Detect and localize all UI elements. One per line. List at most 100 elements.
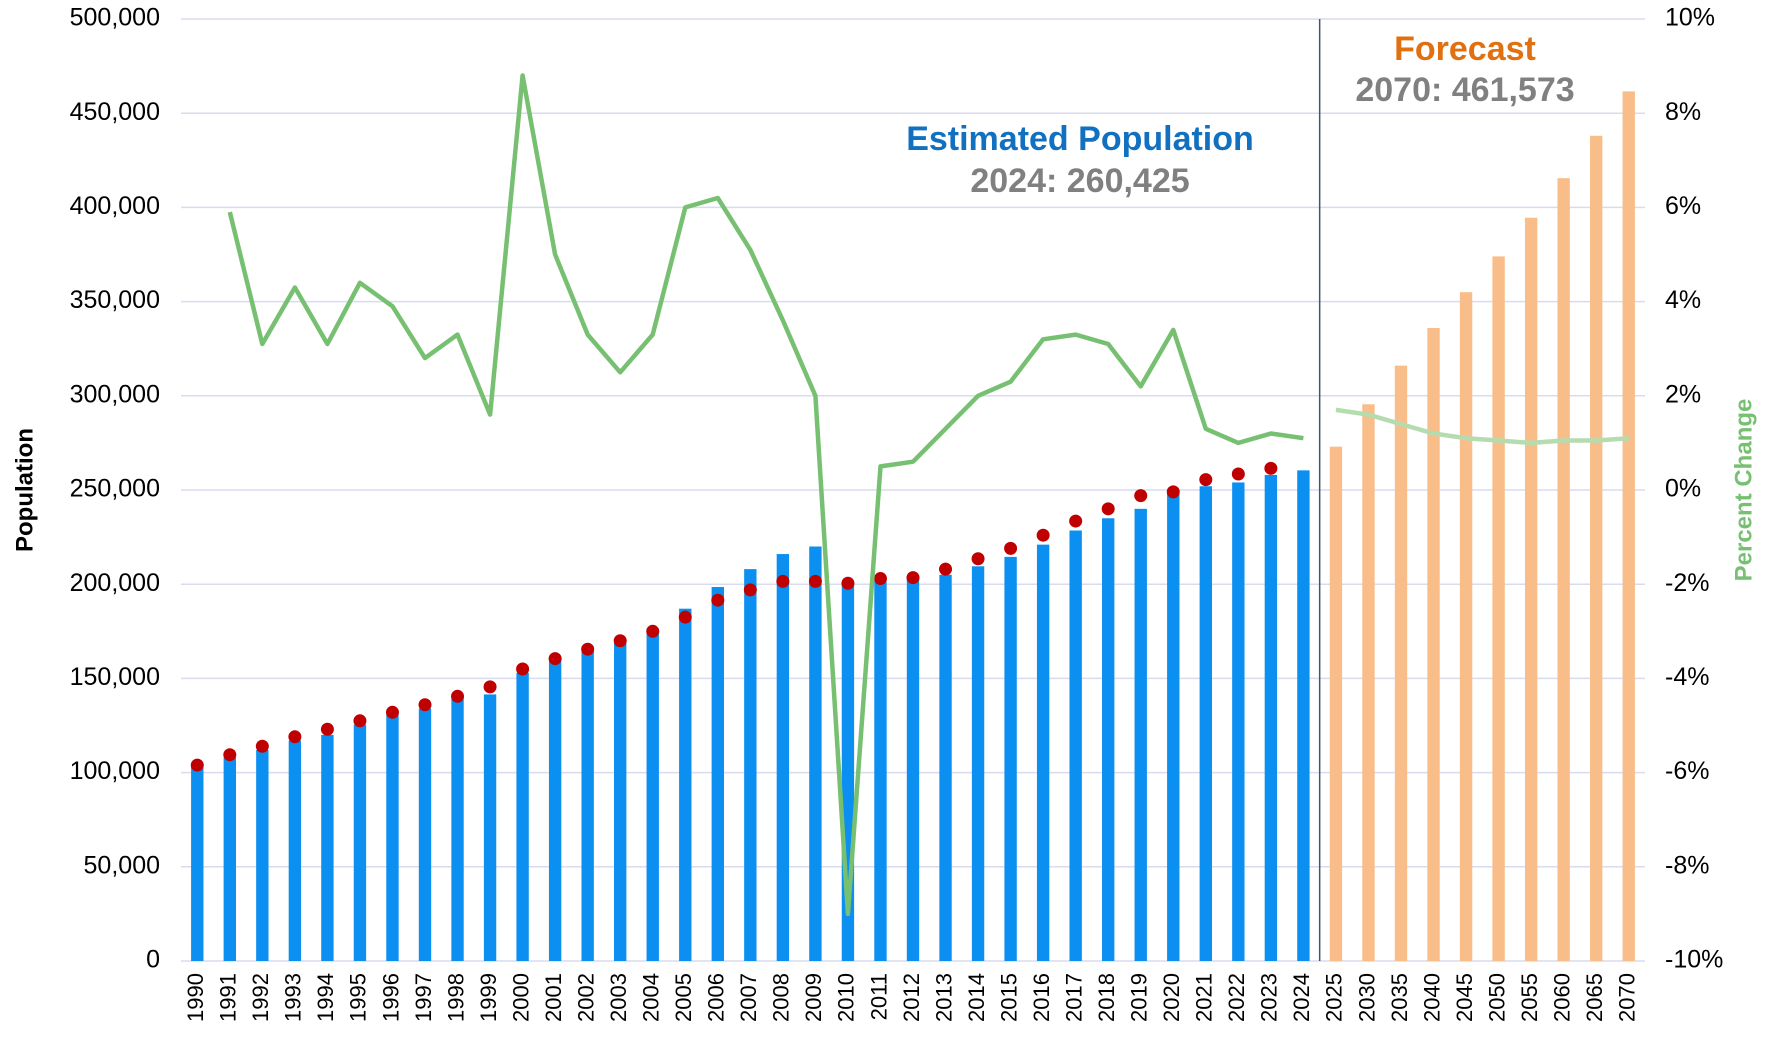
- line: [1335, 407, 1629, 446]
- y-tick-label: 0: [146, 946, 160, 974]
- bar: [1459, 292, 1473, 961]
- dot: [906, 571, 920, 585]
- annotation: 2024: 260,425: [970, 162, 1189, 200]
- x-tick-label: 2019: [1127, 973, 1152, 1022]
- bar: [744, 569, 757, 961]
- x-tick-label: 2050: [1484, 973, 1509, 1022]
- y-tick-label: 400,000: [70, 192, 160, 220]
- dot: [1134, 489, 1148, 503]
- y-tick-label: 150,000: [70, 663, 160, 691]
- y-tick-label: 50,000: [84, 851, 160, 879]
- x-tick-label: 1998: [443, 973, 468, 1022]
- dot: [516, 662, 530, 676]
- x-tick-label: 1995: [346, 973, 371, 1022]
- x-tick-label: 2005: [671, 973, 696, 1022]
- x-tick-label: 2040: [1419, 973, 1444, 1022]
- x-tick-label: 2000: [508, 973, 533, 1022]
- bar: [1134, 508, 1147, 961]
- dot: [451, 689, 465, 703]
- x-tick-label: 2007: [736, 973, 761, 1022]
- x-tick-label: 2045: [1452, 973, 1477, 1022]
- x-tick-label: 2055: [1517, 973, 1542, 1022]
- x-tick-label: 2011: [866, 973, 891, 1020]
- x-tick-label: 2060: [1549, 973, 1574, 1022]
- bar: [646, 628, 659, 961]
- dot: [190, 758, 204, 772]
- dot: [678, 610, 692, 624]
- x-tick-label: 2015: [996, 973, 1021, 1022]
- x-tick-label: 2025: [1322, 973, 1347, 1022]
- bar: [1524, 217, 1538, 962]
- bar: [874, 581, 887, 961]
- x-tick-label: 2035: [1387, 973, 1412, 1022]
- annotation: 2070: 461,573: [1355, 71, 1574, 109]
- dot: [1166, 485, 1180, 499]
- dot: [548, 652, 562, 666]
- x-tick-label: 2020: [1159, 973, 1184, 1022]
- x-tick-label: 1996: [378, 973, 403, 1022]
- annotation: Forecast: [1394, 30, 1536, 68]
- x-tick-label: 1999: [476, 973, 501, 1022]
- x-tick-label: 1992: [248, 973, 273, 1022]
- y2-tick-label: -8%: [1665, 851, 1709, 879]
- bar: [971, 566, 985, 961]
- x-tick-label: 2013: [931, 973, 956, 1022]
- bar: [776, 554, 790, 961]
- dot: [1264, 461, 1278, 475]
- bar: [1036, 544, 1050, 961]
- x-tick-label: 1997: [411, 973, 436, 1022]
- y2-tick-label: 6%: [1665, 192, 1701, 220]
- bar: [679, 608, 692, 961]
- bar: [1329, 446, 1343, 962]
- x-tick-label: 2001: [541, 973, 566, 1022]
- x-tick-label: 2070: [1615, 973, 1640, 1022]
- bar: [1199, 486, 1212, 961]
- dot: [776, 574, 790, 588]
- dot: [841, 576, 855, 590]
- bar: [548, 656, 562, 961]
- x-tick-label: 2010: [834, 973, 859, 1022]
- x-tick-label: 2017: [1061, 973, 1086, 1022]
- y-axis-label: Population: [11, 428, 38, 552]
- line: [227, 73, 1304, 917]
- dot: [873, 572, 887, 586]
- dot: [646, 624, 660, 638]
- bar: [711, 587, 724, 961]
- dot: [223, 748, 237, 762]
- y-tick-label: 100,000: [70, 757, 160, 785]
- y2-tick-label: -10%: [1665, 946, 1723, 974]
- x-tick-label: 2022: [1224, 973, 1249, 1022]
- dot: [1036, 528, 1050, 542]
- bar: [191, 766, 204, 961]
- x-tick-label: 2016: [1029, 973, 1054, 1022]
- x-tick-label: 2021: [1192, 973, 1217, 1022]
- y2-tick-label: 2%: [1665, 380, 1701, 408]
- x-tick-label: 2003: [606, 973, 631, 1022]
- bar: [386, 714, 399, 961]
- bar: [321, 734, 334, 961]
- y-tick-label: 300,000: [70, 380, 160, 408]
- bar: [483, 694, 497, 961]
- dot: [255, 739, 269, 753]
- y-tick-label: 500,000: [70, 4, 160, 32]
- dot: [613, 634, 627, 648]
- dot: [418, 698, 432, 712]
- bar: [516, 672, 529, 961]
- bar: [1232, 482, 1245, 961]
- bar: [1394, 365, 1408, 961]
- x-tick-label: 2004: [639, 973, 664, 1022]
- annotation: Estimated Population: [906, 120, 1254, 158]
- x-tick-label: 1994: [313, 973, 338, 1022]
- dot: [288, 730, 302, 744]
- x-tick-label: 1991: [216, 973, 241, 1022]
- x-tick-label: 2024: [1289, 973, 1314, 1022]
- dot: [483, 680, 497, 694]
- bar: [1622, 91, 1635, 961]
- dot: [1199, 473, 1213, 487]
- dot: [939, 562, 953, 576]
- dot: [320, 722, 334, 736]
- x-tick-label: 2014: [964, 973, 989, 1022]
- y-tick-label: 200,000: [70, 569, 160, 597]
- bar: [1297, 470, 1310, 961]
- bar: [288, 740, 302, 961]
